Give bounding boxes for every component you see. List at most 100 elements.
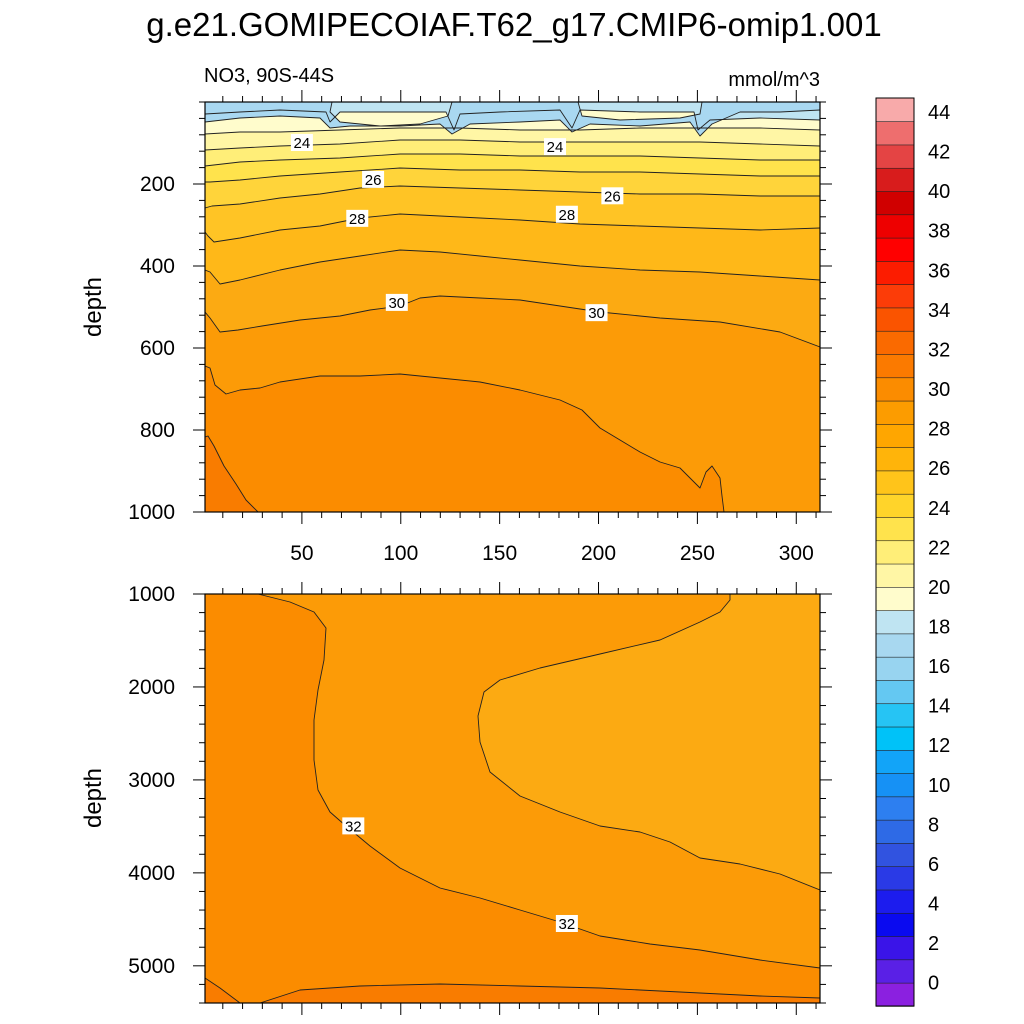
- contour-label-bg: [544, 138, 567, 156]
- contour-label: 32: [555, 914, 578, 933]
- contour-label-text: 32: [345, 818, 362, 835]
- contour-label: 24: [544, 138, 567, 156]
- colorbar: 0246810121416182022242628303234363840424…: [875, 97, 950, 1007]
- x-tick-label: 250: [680, 542, 715, 565]
- fill-band-30-lower: [478, 594, 820, 890]
- colorbar-swatch: [875, 912, 915, 937]
- x-tick-label: 300: [779, 542, 814, 565]
- colorbar-swatch: [875, 563, 915, 588]
- contour-label: 24: [290, 134, 313, 152]
- upper-panel: 24 24 26 26 28 28 30 30 200 400 600 800 1000 50 100 1…: [80, 90, 832, 565]
- colorbar-swatch: [875, 330, 915, 355]
- fill-band-20: [205, 102, 820, 136]
- colorbar-swatch: [875, 749, 915, 774]
- colorbar-frame: [875, 97, 915, 1007]
- colorbar-swatch: [875, 214, 915, 239]
- contour-line-25: [205, 153, 820, 167]
- contour-label-text: 30: [588, 305, 605, 322]
- colorbar-swatch: [875, 959, 915, 984]
- colorbar-swatch: [875, 400, 915, 425]
- colorbar-label: 42: [928, 142, 950, 164]
- lower-y-ticks: 1000 2000 3000 4000 5000: [128, 583, 832, 1004]
- colorbar-swatch: [875, 540, 915, 565]
- contour-label: 30: [385, 293, 408, 312]
- colorbar-label: 24: [928, 498, 950, 520]
- contour-label-bg: [290, 134, 313, 151]
- colorbar-swatch: [875, 167, 915, 192]
- colorbar-label: 8: [928, 814, 939, 836]
- fill-band-21: [205, 102, 820, 130]
- contour-label-text: 28: [349, 211, 366, 228]
- y-tick-label: 2000: [128, 676, 175, 699]
- contour-label-bg: [385, 293, 408, 311]
- contour-line-28: [205, 213, 820, 243]
- colorbar-label: 0: [928, 973, 939, 995]
- lower-contour-fills: [205, 594, 820, 1003]
- colorbar-swatch: [875, 353, 915, 379]
- colorbar-swatch: [875, 866, 915, 891]
- contour-label: 26: [362, 170, 385, 189]
- colorbar-swatch: [875, 423, 915, 448]
- colorbar-label: 10: [928, 775, 950, 797]
- colorbar-swatch: [875, 633, 915, 658]
- contour-label: 28: [346, 209, 369, 228]
- contour-label: 28: [555, 205, 578, 224]
- colorbar-swatch: [875, 260, 915, 285]
- chart-title: g.e21.GOMIPECOIAF.T62_g17.CMIP6-omip1.00…: [146, 6, 882, 43]
- y-tick-label: 1000: [128, 583, 175, 606]
- contour-label-text: 32: [559, 916, 576, 933]
- x-tick-label: 100: [383, 542, 418, 565]
- colorbar-swatch: [875, 307, 915, 332]
- contour-label: 30: [585, 304, 608, 322]
- x-tick-label: 200: [581, 542, 616, 565]
- contour-label: 26: [601, 187, 624, 205]
- colorbar-swatch: [875, 120, 915, 146]
- colorbar-label: 30: [928, 379, 950, 401]
- colorbar-label: 16: [928, 656, 950, 678]
- upper-contour-lines: [205, 102, 820, 512]
- x-tick-label: 150: [482, 542, 517, 565]
- colorbar-label: 22: [928, 537, 950, 559]
- contour-line-27: [205, 185, 820, 209]
- colorbar-label: 40: [928, 181, 950, 203]
- contour-label-bg: [555, 205, 578, 223]
- lower-panel: 32 32 1000 2000 3000 4000 5000 depth: [80, 582, 832, 1015]
- colorbar-swatch: [875, 470, 915, 495]
- colorbar-swatch: [875, 516, 915, 542]
- colorbar-label: 36: [928, 260, 950, 282]
- colorbar-swatch: [875, 703, 915, 728]
- colorbar-swatch: [875, 796, 915, 821]
- colorbar-label: 2: [928, 933, 939, 955]
- lower-ylabel: depth: [80, 768, 107, 828]
- lower-x-ticks: [222, 582, 817, 1015]
- contour-line-26: [205, 167, 820, 183]
- upper-y-ticks: 200 400 600 800 1000: [128, 101, 832, 524]
- upper-x-ticks: 50 100 150 200 250 300: [222, 90, 817, 565]
- contour-line-29: [205, 249, 820, 285]
- y-tick-label: 5000: [128, 955, 175, 978]
- y-tick-label: 800: [140, 419, 175, 442]
- colorbar-swatch: [875, 237, 915, 262]
- colorbar-label: 32: [928, 339, 950, 361]
- contour-label: 32: [342, 817, 365, 835]
- colorbar-swatch: [875, 446, 915, 472]
- colorbar-label: 14: [928, 696, 950, 718]
- contour-line-23: [205, 127, 820, 135]
- contour-line-33-b: [259, 983, 820, 1003]
- colorbar-swatch: [875, 144, 915, 169]
- contour-line-30: [205, 295, 820, 348]
- colorbar-swatch: [875, 819, 915, 844]
- contour-label-bg: [346, 209, 369, 227]
- colorbar-swatch: [875, 726, 915, 751]
- lower-contour-labels: 32 32: [342, 817, 578, 933]
- contour-label-bg: [601, 187, 624, 205]
- upper-contour-labels: 24 24 26 26 28 28 30 30: [290, 134, 624, 322]
- upper-plot-frame: [204, 101, 821, 513]
- contour-label-bg: [362, 170, 385, 188]
- colorbar-label: 12: [928, 735, 950, 757]
- contour-line-31: [205, 365, 725, 512]
- colorbar-swatch: [875, 772, 915, 798]
- colorbar-label: 20: [928, 577, 950, 599]
- colorbar-label: 18: [928, 617, 950, 639]
